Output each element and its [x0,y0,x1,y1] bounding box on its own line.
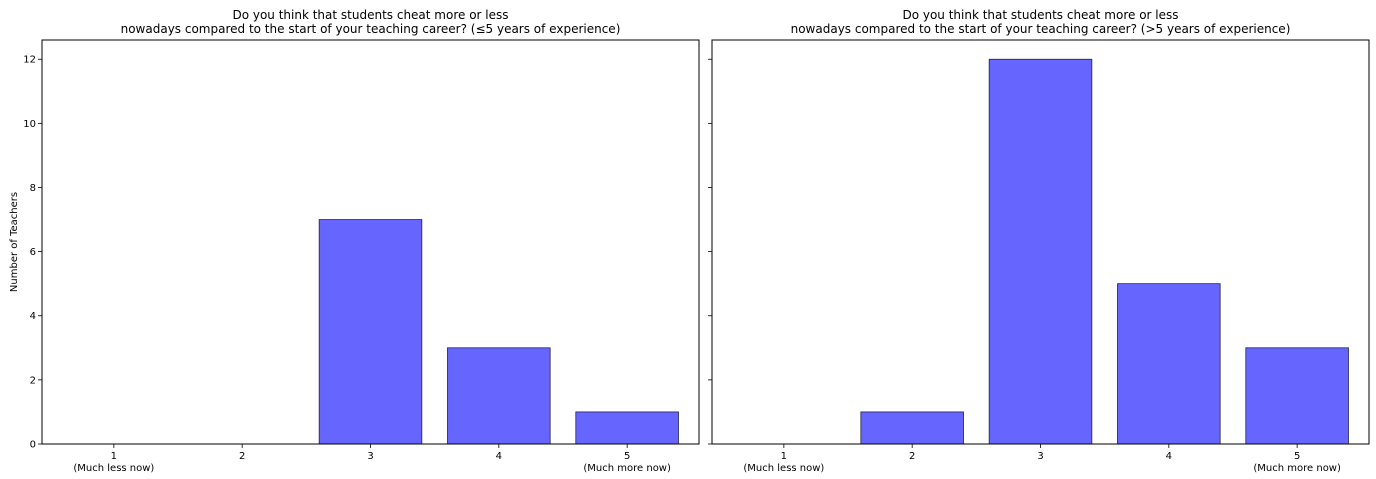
x-tick-sublabel: (Much less now) [73,463,154,474]
chart-panel-1: Do you think that students cheat more or… [9,8,700,474]
x-tick-label: 5 [624,451,630,462]
y-tick-label: 4 [30,311,36,322]
x-tick-label: 4 [496,451,502,462]
y-tick-label: 6 [30,247,36,258]
chart-title-line-2: nowadays compared to the start of your t… [791,22,1291,36]
bar-5 [1245,347,1349,445]
y-tick-label: 2 [30,375,36,386]
y-tick-label: 8 [30,183,36,194]
y-tick-label: 0 [30,440,36,451]
x-tick-label: 4 [1166,451,1172,462]
chart-title-line-1: Do you think that students cheat more or… [232,8,508,22]
x-tick-label: 3 [367,451,373,462]
x-tick-label: 5 [1294,451,1300,462]
x-tick-sublabel: (Much less now) [743,463,824,474]
y-tick-label: 12 [23,55,36,66]
bar-3 [318,219,423,445]
y-tick-label: 10 [23,119,36,130]
x-tick-label: 1 [111,451,117,462]
bar-3 [988,58,1093,445]
chart-title-line-2: nowadays compared to the start of your t… [121,22,621,36]
x-tick-label: 2 [239,451,245,462]
y-axis-label: Number of Teachers [9,192,20,292]
chart-panel-2: Do you think that students cheat more or… [708,8,1370,474]
chart-title-line-1: Do you think that students cheat more or… [902,8,1178,22]
bar-4 [1117,283,1221,445]
bar-4 [447,347,551,445]
bar-2 [860,411,964,445]
x-tick-label: 1 [781,451,787,462]
x-tick-label: 2 [909,451,915,462]
bar-5 [575,411,679,445]
x-tick-label: 3 [1037,451,1043,462]
x-tick-sublabel: (Much more now) [583,463,671,474]
x-tick-sublabel: (Much more now) [1253,463,1341,474]
